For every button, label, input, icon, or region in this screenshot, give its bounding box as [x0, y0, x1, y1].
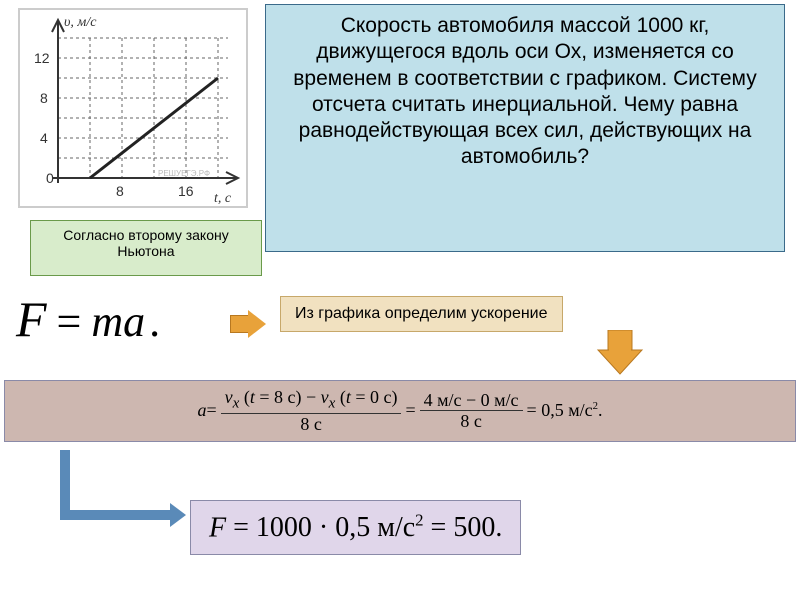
den1: 8 c: [296, 414, 326, 435]
origin-label: 0: [46, 170, 54, 186]
y-tick-12: 12: [34, 50, 50, 66]
hint-line1: Согласно второму закону: [37, 227, 255, 243]
var-ma: ma: [91, 297, 145, 346]
y-tick-4: 4: [40, 130, 48, 146]
arrow-down-icon: [590, 330, 650, 380]
formula-newtons-law: F = ma .: [16, 290, 160, 348]
problem-statement: Скорость автомобиля массой 1000 кг, движ…: [265, 4, 785, 252]
num2: 4 м/с − 0 м/с: [420, 390, 523, 411]
eq2: =: [405, 400, 415, 421]
formula-result: F = 1000 · 0,5 м/с2 = 500.: [190, 500, 521, 555]
fraction-2: 4 м/с − 0 м/с 8 c: [420, 390, 523, 432]
x-tick-8: 8: [116, 183, 124, 199]
den2: 8 c: [456, 411, 486, 432]
sym-eq: =: [51, 297, 88, 346]
accel-text: Из графика определим ускорение: [295, 305, 548, 322]
x-axis-label: t, с: [214, 191, 232, 206]
var-a: a: [198, 400, 207, 421]
var-F2: F: [209, 512, 226, 543]
eq1: =: [207, 400, 217, 421]
formula-acceleration: a = vx (t = 8 c) − vx (t = 0 c) 8 c = 4 …: [4, 380, 796, 442]
acceleration-label: Из графика определим ускорение: [280, 296, 563, 332]
watermark: РЕШУЕГЭ.РФ: [158, 169, 210, 178]
num1: vx (t = 8 c) − vx (t = 0 c): [221, 387, 402, 413]
sym-dot: .: [149, 297, 160, 346]
fraction-1: vx (t = 8 c) − vx (t = 0 c) 8 c: [221, 387, 402, 435]
arrow-right-icon: [230, 310, 266, 338]
velocity-time-graph: υ, м/с t, с 0 4 8 12 8 16 РЕШУЕГЭ.РФ: [18, 8, 248, 208]
elbow-arrow-icon: [60, 450, 170, 520]
result: = 0,5 м/с2.: [527, 400, 603, 421]
var-F: F: [16, 291, 47, 347]
newton-law-hint: Согласно второму закону Ньютона: [30, 220, 262, 276]
y-axis-label: υ, м/с: [64, 15, 97, 30]
y-tick-8: 8: [40, 90, 48, 106]
problem-text: Скорость автомобиля массой 1000 кг, движ…: [293, 14, 756, 168]
x-tick-16: 16: [178, 183, 194, 199]
hint-line2: Ньютона: [37, 243, 255, 259]
calc: = 1000 · 0,5 м/с2 = 500.: [226, 512, 502, 543]
